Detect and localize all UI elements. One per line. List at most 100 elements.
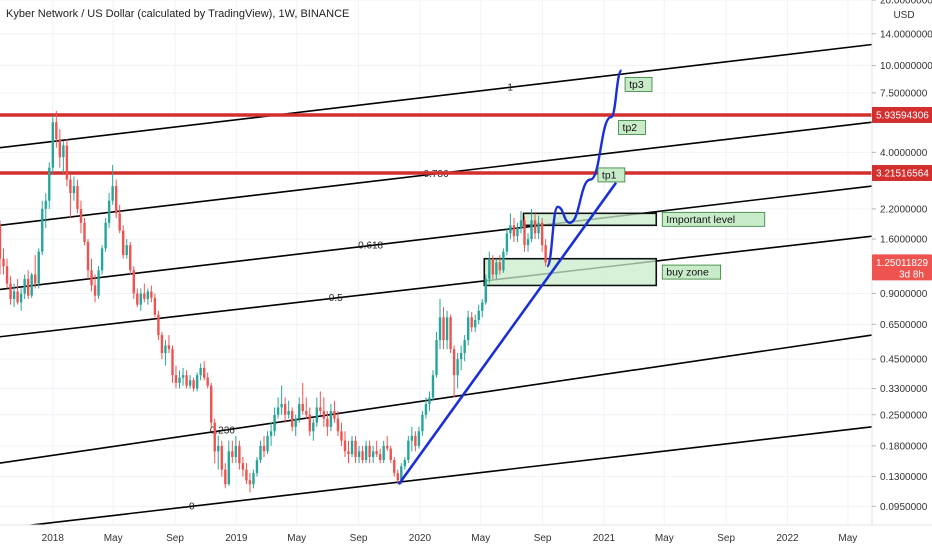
candle-body <box>357 451 361 457</box>
y-tick-label: 10.0000000 <box>880 61 932 72</box>
candle-body <box>171 349 174 376</box>
candle-body <box>445 317 449 341</box>
candle-body <box>361 451 364 461</box>
price-level-badge-label: 5.93594306 <box>876 110 929 121</box>
candle-body <box>407 440 410 461</box>
y-tick-label: 0.0950000 <box>880 502 928 513</box>
candle-body <box>12 291 16 299</box>
candle-body <box>26 278 30 296</box>
candle-body <box>276 407 280 415</box>
x-tick-label: Sep <box>534 533 552 544</box>
fib-channel-line[interactable] <box>0 235 873 338</box>
candle-body <box>19 293 23 303</box>
candle-body <box>488 258 491 279</box>
candle-body <box>245 469 248 481</box>
candle-body <box>51 122 54 168</box>
x-tick-label: Sep <box>166 533 184 544</box>
candle-body <box>533 220 537 234</box>
candle-body <box>526 239 530 246</box>
candle-body <box>389 448 392 461</box>
candle-body <box>319 407 322 412</box>
x-tick-label: May <box>104 533 123 544</box>
candle-body <box>463 340 466 354</box>
fib-channel-line[interactable] <box>0 334 873 464</box>
candle-body <box>167 345 171 350</box>
zones-layer: Important level buy zone <box>483 211 766 287</box>
candle-body <box>111 186 114 201</box>
candle-body <box>333 411 336 419</box>
candle-body <box>107 200 111 223</box>
candle-body <box>512 225 516 237</box>
candle-body <box>41 208 44 252</box>
candle-body <box>160 335 164 354</box>
countdown-label: 3d 8h <box>899 269 924 280</box>
candle-body <box>421 414 424 432</box>
candle-body <box>505 233 509 252</box>
candle-body <box>150 291 153 298</box>
candle-body <box>262 445 266 452</box>
fib-level-label: 0 <box>189 501 195 512</box>
candle-body <box>393 460 396 474</box>
fib-level-label: 0.618 <box>358 240 383 251</box>
y-tick-label: 7.5000000 <box>880 88 928 99</box>
candle-body <box>424 404 428 415</box>
candle-body <box>153 297 157 315</box>
candle-body <box>65 145 69 180</box>
candle-body <box>431 375 435 398</box>
candle-body <box>255 460 259 474</box>
candle-body <box>76 186 79 209</box>
support-trendline[interactable] <box>397 182 618 485</box>
x-tick-label: 2018 <box>42 533 65 544</box>
candle-body <box>48 167 51 201</box>
candle-body <box>217 445 220 452</box>
price-level-badge <box>872 106 932 123</box>
y-tick-label: 0.9000000 <box>880 289 928 300</box>
candle-body <box>86 242 90 271</box>
candle-body <box>62 145 65 158</box>
time-axis-panel[interactable] <box>0 525 872 550</box>
price-levels-layer <box>0 113 872 175</box>
candle-body <box>206 377 209 386</box>
fib-channel-line[interactable] <box>0 43 873 149</box>
fib-channel-line[interactable] <box>0 185 873 291</box>
chart-title: Kyber Network / US Dollar (calculated by… <box>6 8 349 20</box>
zone-label-box <box>661 264 722 280</box>
y-tick-label: 14.0000000 <box>880 29 932 40</box>
candle-body <box>174 375 178 383</box>
candle-body <box>259 445 262 461</box>
candle-body <box>368 445 371 457</box>
candle-body <box>312 422 315 432</box>
zone-box[interactable] <box>483 257 658 287</box>
candle-body <box>224 469 227 485</box>
candle-body <box>283 404 287 415</box>
candle-body <box>403 460 407 467</box>
candle-body <box>238 445 241 464</box>
candle-body <box>199 367 202 376</box>
candle-body <box>192 380 195 389</box>
candle-body <box>456 359 459 376</box>
y-axis: 20.0000000 14.0000000 10.0000000 7.5000000 4… <box>871 0 932 550</box>
price-level-badge-label: 3.21516564 <box>876 169 929 180</box>
candle-body <box>477 310 480 321</box>
fib-channel-line[interactable] <box>0 426 873 530</box>
candle-body <box>213 422 216 452</box>
candle-body <box>34 274 37 284</box>
y-tick-label: 0.2500000 <box>880 410 928 421</box>
projection-path[interactable] <box>545 69 623 268</box>
candle-body <box>449 317 452 350</box>
candle-body <box>459 353 463 360</box>
candle-body <box>273 414 276 432</box>
zone-label: Important level <box>666 214 735 226</box>
candle-body <box>280 404 283 408</box>
candle-body <box>69 179 72 194</box>
candle-body <box>90 270 93 286</box>
x-tick-label: Sep <box>350 533 368 544</box>
candle-body <box>336 418 340 432</box>
x-tick-label: 2020 <box>409 533 432 544</box>
x-tick-label: Sep <box>717 533 735 544</box>
candle-body <box>364 445 368 461</box>
candle-body <box>241 463 245 470</box>
candle-body <box>347 451 350 455</box>
